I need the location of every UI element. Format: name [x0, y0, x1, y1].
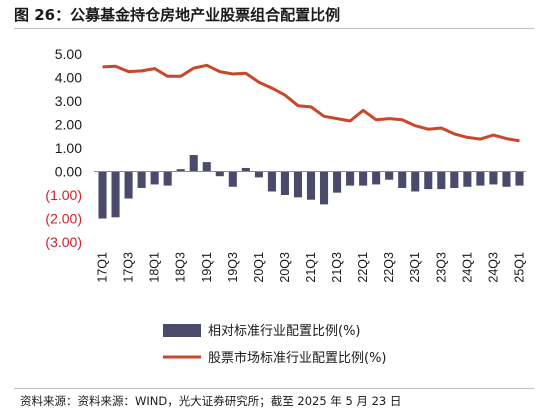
footer-divider	[14, 388, 534, 389]
bar-20Q2	[267, 171, 276, 192]
bar-24Q2	[476, 171, 485, 186]
bar-22Q4	[398, 171, 407, 188]
bar-18Q3	[176, 169, 185, 172]
bar-19Q2	[215, 171, 224, 177]
x-tick-label: 21Q1	[304, 252, 318, 283]
bar-20Q3	[280, 171, 289, 195]
bar-20Q4	[293, 171, 303, 198]
bar-18Q1	[150, 171, 159, 185]
bar-25Q1	[515, 171, 524, 186]
bar-19Q1	[202, 162, 211, 172]
x-tick-label: 22Q1	[356, 252, 370, 283]
bar-24Q1	[463, 171, 472, 187]
bar-22Q2	[372, 171, 381, 185]
legend: 相对标准行业配置比例(%) 股票市场标准行业配置比例(%)	[163, 324, 387, 366]
y-tick-label: (2.00)	[45, 211, 82, 227]
y-tick-label: 3.00	[55, 93, 82, 109]
bar-17Q3	[124, 171, 133, 199]
bar-22Q3	[385, 171, 394, 180]
x-tick-label: 19Q1	[200, 252, 214, 283]
y-axis-ticks: 5.00 4.00 3.00 2.00 1.00 0.00 (1.00) (2.00) (3.0…	[45, 46, 82, 250]
x-tick-label: 24Q3	[486, 252, 500, 283]
legend-bar-label: 相对标准行业配置比例(%)	[208, 324, 361, 339]
bar-23Q2	[424, 171, 433, 190]
bar-21Q1	[306, 171, 316, 200]
bar-21Q3	[333, 171, 342, 193]
source-note: 资料来源：资料来源：WIND，光大证券研究所；截至 2025 年 5 月 23 …	[20, 394, 402, 408]
bar-23Q1	[411, 171, 420, 192]
chart-title: 图 26：公募基金持仓房地产业股票组合配置比例	[14, 6, 341, 24]
y-tick-label: (3.00)	[45, 234, 82, 250]
x-tick-label: 17Q1	[96, 252, 110, 283]
x-tick-label: 25Q1	[512, 252, 526, 283]
y-tick-label: 0.00	[55, 164, 82, 180]
y-tick-label: (1.00)	[45, 187, 82, 203]
x-axis-ticks: 17Q1 17Q3 18Q1 18Q3 19Q1 19Q3 20Q1 20Q3 21Q1 21Q3…	[96, 252, 527, 283]
x-tick-label: 17Q3	[122, 252, 136, 283]
bar-24Q4	[502, 171, 511, 187]
bar-17Q4	[137, 171, 146, 188]
bar-20Q1	[254, 171, 263, 178]
bar-17Q1	[98, 171, 107, 219]
legend-line-label: 股票市场标准行业配置比例(%)	[208, 350, 387, 366]
title-divider	[14, 28, 534, 29]
x-tick-label: 19Q3	[226, 252, 240, 283]
bar-21Q2	[319, 171, 329, 205]
x-tick-label: 18Q1	[148, 252, 162, 283]
x-tick-label: 22Q3	[382, 252, 396, 283]
bar-series	[98, 155, 524, 219]
x-tick-label: 20Q1	[252, 252, 266, 283]
y-tick-label: 4.00	[55, 70, 82, 86]
x-tick-label: 23Q1	[408, 252, 422, 283]
bar-23Q4	[450, 171, 459, 188]
bar-18Q4	[189, 155, 198, 172]
x-tick-label: 20Q3	[278, 252, 292, 283]
x-tick-label: 18Q3	[174, 252, 188, 283]
x-tick-label: 24Q1	[460, 252, 474, 283]
bar-21Q4	[346, 171, 355, 186]
x-tick-label: 23Q3	[434, 252, 448, 283]
bar-19Q3	[228, 171, 237, 187]
bar-17Q2	[111, 171, 120, 218]
bar-22Q1	[359, 171, 368, 186]
bar-19Q4	[241, 167, 250, 172]
line-series	[102, 63, 520, 143]
bar-24Q3	[489, 171, 498, 185]
y-tick-label: 5.00	[55, 46, 82, 62]
bar-23Q3	[437, 171, 446, 190]
y-tick-label: 1.00	[55, 140, 82, 156]
legend-bar-swatch	[163, 324, 201, 337]
bar-18Q2	[163, 171, 172, 186]
y-tick-label: 2.00	[55, 117, 82, 133]
x-tick-label: 21Q3	[330, 252, 344, 283]
